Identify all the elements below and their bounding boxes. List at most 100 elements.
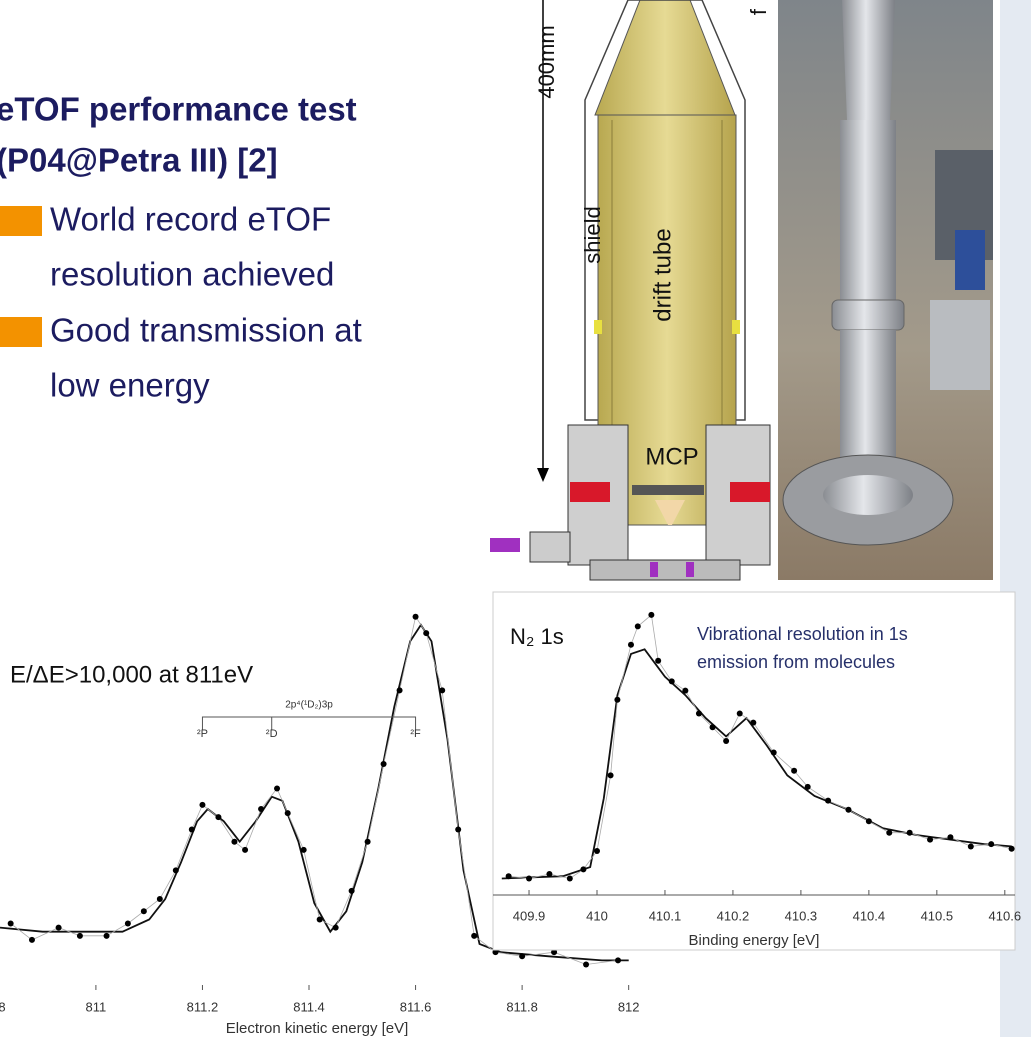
data-point	[771, 749, 777, 755]
data-point	[682, 688, 688, 694]
peak-label: ²F	[410, 728, 421, 740]
data-point	[125, 921, 131, 927]
x-tick-label: 812	[618, 999, 640, 1014]
data-point	[655, 658, 661, 664]
data-point	[157, 896, 163, 902]
bullet-text: low energy	[50, 367, 210, 404]
annotation: emission from molecules	[697, 652, 895, 672]
data-point	[580, 866, 586, 872]
data-point	[567, 876, 573, 882]
peak-label: ²P	[197, 728, 208, 740]
data-point	[231, 839, 237, 845]
data-point	[696, 710, 702, 716]
slide: eTOF performance test (P04@Petra III) [2…	[0, 0, 1031, 1037]
data-point	[301, 847, 307, 853]
mcp-label: MCP	[645, 443, 698, 470]
data-point	[615, 957, 621, 963]
x-tick-label: 811.4	[293, 999, 325, 1014]
data-point	[608, 772, 614, 778]
data-point	[349, 888, 355, 894]
x-axis-label: Electron kinetic energy [eV]	[226, 1020, 409, 1037]
data-point	[886, 830, 892, 836]
data-point	[29, 937, 35, 943]
data-point	[1009, 846, 1015, 852]
data-point	[104, 933, 110, 939]
shield-label: shield	[580, 206, 605, 263]
data-point	[648, 612, 654, 618]
annotation: E/ΔE>10,000 at 811eV	[10, 661, 253, 688]
top-label: f	[746, 8, 771, 15]
data-point	[546, 871, 552, 877]
data-point	[423, 630, 429, 636]
x-tick-label: 811	[86, 999, 107, 1014]
data-point	[669, 678, 675, 684]
heading: (P04@Petra III) [2]	[0, 142, 278, 179]
data-point	[317, 916, 323, 922]
data-point	[866, 818, 872, 824]
x-tick-label: 410.3	[785, 908, 818, 923]
x-tick-label: 410.6	[989, 908, 1022, 923]
data-point	[614, 697, 620, 703]
data-point	[805, 784, 811, 790]
bullet-marker	[0, 206, 42, 236]
x-tick-label: 410.2	[717, 908, 750, 923]
data-point	[825, 798, 831, 804]
data-point	[471, 933, 477, 939]
x-tick-label: 810.8	[0, 999, 6, 1014]
data-point	[628, 642, 634, 648]
data-point	[215, 814, 221, 820]
bullet-text: resolution achieved	[50, 256, 334, 293]
bullet-text: Good transmission at	[50, 312, 362, 349]
data-point	[285, 810, 291, 816]
data-point	[737, 710, 743, 716]
annotation: Vibrational resolution in 1s	[697, 624, 908, 644]
data-point	[258, 806, 264, 812]
plot-title: N₂ 1s	[510, 624, 564, 649]
data-point	[927, 837, 933, 843]
data-point	[845, 807, 851, 813]
x-tick-label: 811.2	[187, 999, 219, 1014]
data-point	[365, 839, 371, 845]
data-point	[333, 925, 339, 931]
data-point	[710, 724, 716, 730]
bracket-label: 2p⁴(¹D₂)3p	[285, 700, 333, 711]
x-tick-label: 410.5	[921, 908, 954, 923]
data-point	[274, 786, 280, 792]
data-point	[242, 847, 248, 853]
peak-label: ²D	[266, 728, 278, 740]
data-point	[413, 614, 419, 620]
data-point	[141, 908, 147, 914]
data-point	[947, 834, 953, 840]
x-tick-label: 410.1	[649, 908, 682, 923]
data-point	[455, 826, 461, 832]
data-point	[791, 768, 797, 774]
data-point	[750, 720, 756, 726]
x-tick-label: 811.8	[506, 999, 538, 1014]
drift-tube-drawing	[490, 0, 770, 580]
data-point	[526, 876, 532, 882]
x-tick-label: 410	[586, 908, 608, 923]
data-point	[907, 830, 913, 836]
data-point	[77, 933, 83, 939]
photo	[778, 0, 993, 580]
x-tick-label: 409.9	[513, 908, 546, 923]
drift-tube-label: drift tube	[649, 228, 676, 321]
bullet-text: World record eTOF	[50, 201, 331, 238]
data-point	[381, 761, 387, 767]
bracket	[202, 717, 415, 730]
data-point	[506, 873, 512, 879]
data-point	[635, 623, 641, 629]
data-point	[439, 687, 445, 693]
plot-frame	[493, 592, 1015, 950]
x-axis-label: Binding energy [eV]	[689, 932, 820, 949]
data-point	[988, 841, 994, 847]
data-point	[199, 802, 205, 808]
data-point	[723, 738, 729, 744]
page: {"slide": {"heading": ["eTOF performance…	[0, 0, 1031, 1037]
data-point	[519, 953, 525, 959]
data-point	[594, 848, 600, 854]
data-point	[968, 843, 974, 849]
data-point	[173, 867, 179, 873]
dimension-label: 400mm	[534, 25, 559, 98]
